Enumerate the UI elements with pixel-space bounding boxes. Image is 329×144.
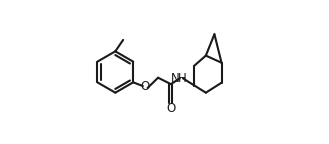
Text: H: H — [178, 72, 187, 85]
Text: N: N — [171, 72, 180, 85]
Text: O: O — [140, 80, 150, 93]
Text: O: O — [166, 102, 176, 115]
